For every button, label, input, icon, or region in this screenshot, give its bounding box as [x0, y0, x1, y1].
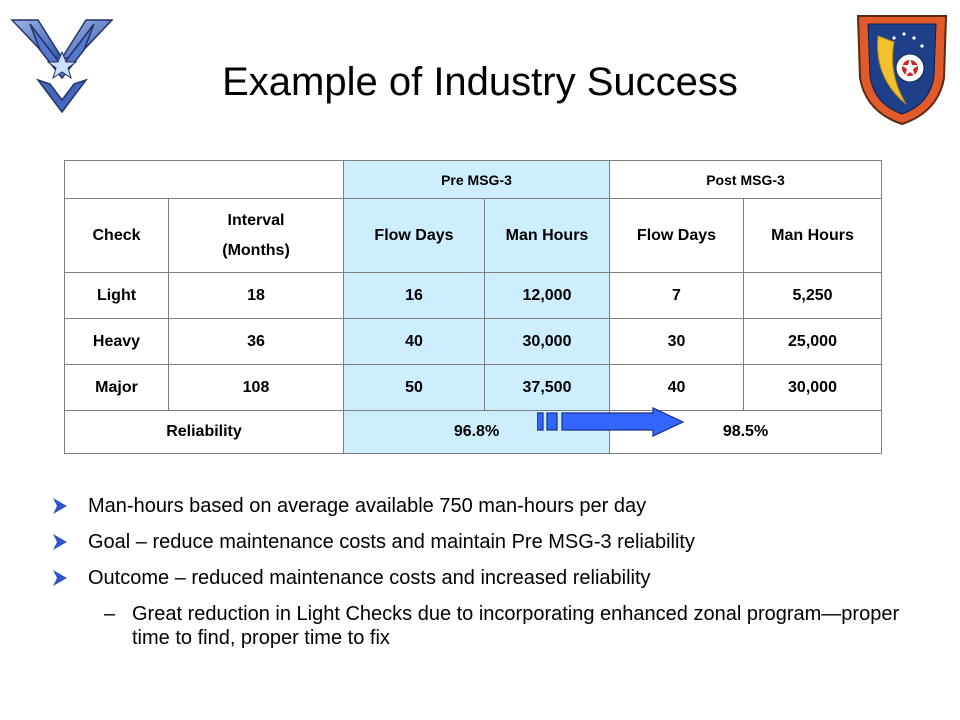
sub-bullet-text: Great reduction in Light Checks due to i…	[132, 603, 900, 649]
check-column-header: Check	[64, 198, 169, 273]
interval-cell: 108	[168, 364, 344, 411]
post-man-hours-header: Man Hours	[742, 198, 883, 273]
check-cell: Light	[64, 272, 169, 319]
check-cell: Major	[64, 364, 169, 411]
post-flow-days-cell: 30	[609, 318, 744, 365]
bullet-text: Outcome – reduced maintenance costs and …	[88, 567, 651, 589]
air-force-symbol-icon	[10, 19, 114, 114]
table-column-header-row: Check Interval (Months) Flow Days Man Ho…	[64, 198, 883, 273]
pre-flow-days-cell: 16	[343, 272, 485, 319]
post-flow-days-header: Flow Days	[609, 198, 744, 273]
pre-msg3-header: Pre MSG-3	[343, 160, 610, 199]
pre-flow-days-cell: 40	[343, 318, 485, 365]
pre-man-hours-cell: 12,000	[484, 272, 610, 319]
right-arrow-icon	[537, 407, 685, 437]
table-row: Heavy 36 40 30,000 30 25,000	[64, 318, 883, 365]
msg3-comparison-table: Pre MSG-3 Post MSG-3 Check Interval (Mon…	[64, 160, 883, 454]
bullet-text: Goal – reduce maintenance costs and main…	[88, 531, 695, 553]
check-cell: Heavy	[64, 318, 169, 365]
list-item: Goal – reduce maintenance costs and main…	[52, 530, 942, 554]
list-item: Outcome – reduced maintenance costs and …	[52, 566, 942, 590]
interval-cell: 18	[168, 272, 344, 319]
interval-header-line2: (Months)	[222, 241, 290, 259]
pre-flow-days-header: Flow Days	[343, 198, 485, 273]
group-emblem-icon	[856, 15, 948, 126]
interval-header-line1: Interval	[227, 211, 285, 229]
post-man-hours-cell: 30,000	[742, 364, 883, 411]
post-msg3-header: Post MSG-3	[608, 160, 883, 199]
interval-cell: 36	[168, 318, 344, 365]
slide-title: Example of Industry Success	[222, 60, 738, 104]
table-row: Major 108 50 37,500 40 30,000	[64, 364, 883, 411]
bullet-text: Man-hours based on average available 750…	[88, 495, 647, 517]
table-group-header-row: Pre MSG-3 Post MSG-3	[64, 160, 883, 199]
pre-man-hours-cell: 30,000	[484, 318, 610, 365]
empty-header-cell	[64, 160, 344, 199]
pre-flow-days-cell: 50	[343, 364, 485, 411]
arrowhead-bullet-icon	[53, 498, 67, 514]
reliability-row: Reliability 96.8% 98.5%	[64, 410, 883, 454]
post-man-hours-cell: 5,250	[742, 272, 883, 319]
pre-man-hours-cell: 37,500	[484, 364, 610, 411]
sub-bullet-dash: –	[104, 603, 116, 625]
post-flow-days-cell: 40	[609, 364, 744, 411]
post-flow-days-cell: 7	[609, 272, 744, 319]
bullet-list: Man-hours based on average available 750…	[52, 494, 942, 650]
reliability-label: Reliability	[64, 410, 344, 454]
pre-man-hours-header: Man Hours	[484, 198, 610, 273]
interval-column-header: Interval (Months)	[168, 198, 344, 273]
sub-list-item: – Great reduction in Light Checks due to…	[52, 602, 942, 650]
list-item: Man-hours based on average available 750…	[52, 494, 942, 518]
post-man-hours-cell: 25,000	[742, 318, 883, 365]
arrowhead-bullet-icon	[53, 570, 67, 586]
arrowhead-bullet-icon	[53, 534, 67, 550]
table-row: Light 18 16 12,000 7 5,250	[64, 272, 883, 319]
